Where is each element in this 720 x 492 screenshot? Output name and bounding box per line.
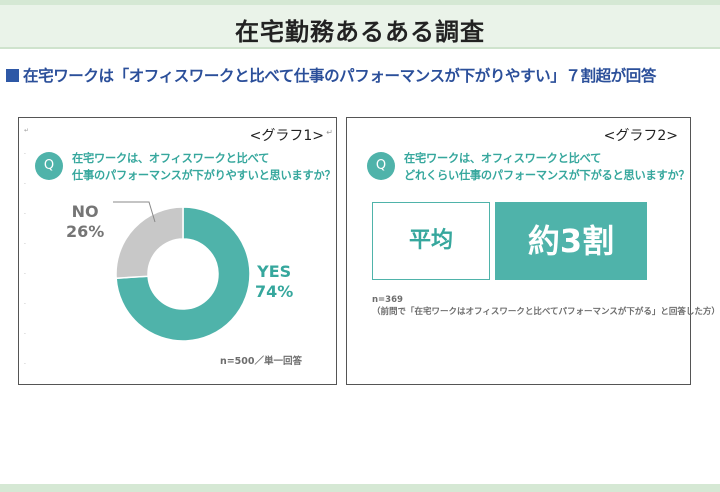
yes-value: 74%	[255, 282, 294, 301]
yes-category: YES	[257, 262, 292, 281]
graph2-question-line2: どれくらい仕事のパフォーマンスが下がると思いますか？	[404, 169, 690, 182]
graph2-question-line1: 在宅ワークは、オフィスワークと比べて	[404, 152, 602, 165]
graph2-question: 在宅ワークは、オフィスワークと比べて どれくらい仕事のパフォーマンスが下がると思…	[404, 150, 690, 184]
donut-slice-no	[115, 206, 184, 280]
graph1-donut-chart	[115, 206, 251, 342]
headline-text: 在宅ワークは「オフィスワークと比べて仕事のパフォーマンスが下がりやすい」７割超が…	[23, 67, 656, 85]
graph1-sample-note: n=500／単一回答	[219, 356, 302, 367]
title-band	[0, 5, 720, 49]
paragraph-mark-icon: ↵	[326, 128, 333, 137]
no-value: 26%	[66, 222, 105, 241]
no-slice-label: NO 26%	[66, 202, 104, 242]
graph2-panel: <グラフ2> Q 在宅ワークは、オフィスワークと比べて どれくらい仕事のパフォー…	[346, 117, 720, 385]
graph1-question: 在宅ワークは、オフィスワークと比べて 仕事のパフォーマンスが下がりやすいと思いま…	[72, 150, 336, 184]
graph2-sample-size: n=369	[372, 295, 403, 305]
graph1-question-line2: 仕事のパフォーマンスが下がりやすいと思いますか？	[72, 169, 336, 182]
top-rule	[0, 0, 720, 5]
paragraph-marks: ↵ · · · · · · · ·	[24, 127, 30, 368]
graph1-label: <グラフ1>	[249, 128, 324, 144]
graph2-sample-note: n=369 （前問で「在宅ワークはオフィスワークと比べてパフォーマンスが下がる」…	[372, 294, 720, 318]
square-bullet-icon	[6, 69, 19, 82]
donut-slice-yes	[115, 206, 251, 342]
no-leader-line	[113, 201, 156, 223]
yes-slice-label: YES 74%	[255, 262, 293, 302]
headline: 在宅ワークは「オフィスワークと比べて仕事のパフォーマンスが下がりやすい」７割超が…	[6, 64, 718, 88]
no-category: NO	[71, 202, 99, 221]
question-icon: Q	[367, 152, 395, 180]
page-title: 在宅勤務あるある調査	[235, 18, 485, 46]
graph2-label: <グラフ2>	[603, 128, 678, 144]
graph2-sample-description: （前問で「在宅ワークはオフィスワークと比べてパフォーマンスが下がる」と回答した方…	[372, 307, 720, 317]
average-label-box: 平均	[372, 202, 490, 280]
question-icon: Q	[35, 152, 63, 180]
bottom-rule	[0, 484, 720, 492]
average-result-box: 約3割	[495, 202, 647, 280]
graph1-panel: ↵ · · · · · · · · ↵ <グラフ1> Q 在宅ワークは、オフィスワークと比べて…	[18, 117, 337, 385]
graph1-question-line1: 在宅ワークは、オフィスワークと比べて	[72, 152, 270, 165]
